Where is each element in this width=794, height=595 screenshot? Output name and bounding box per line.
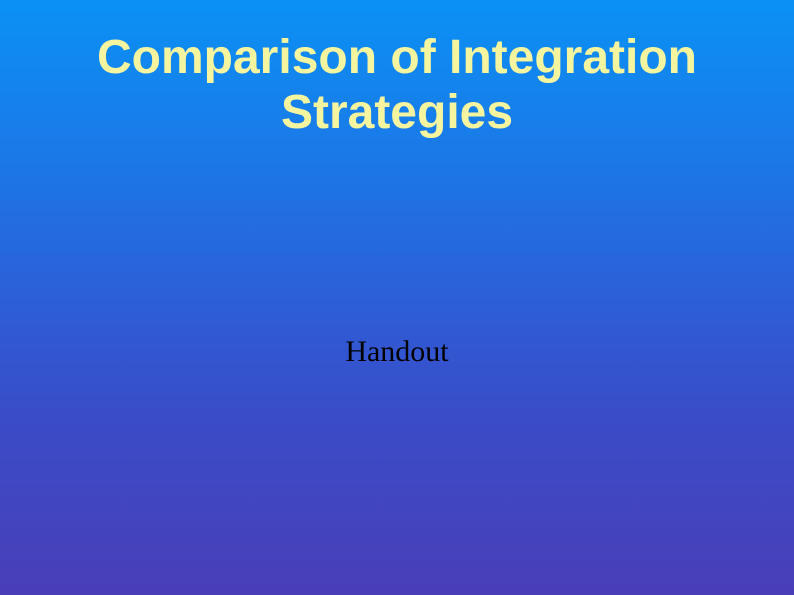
slide-subtitle: Handout (0, 335, 794, 369)
slide-container: Comparison of Integration Strategies Han… (0, 0, 794, 595)
slide-title: Comparison of Integration Strategies (0, 30, 794, 140)
